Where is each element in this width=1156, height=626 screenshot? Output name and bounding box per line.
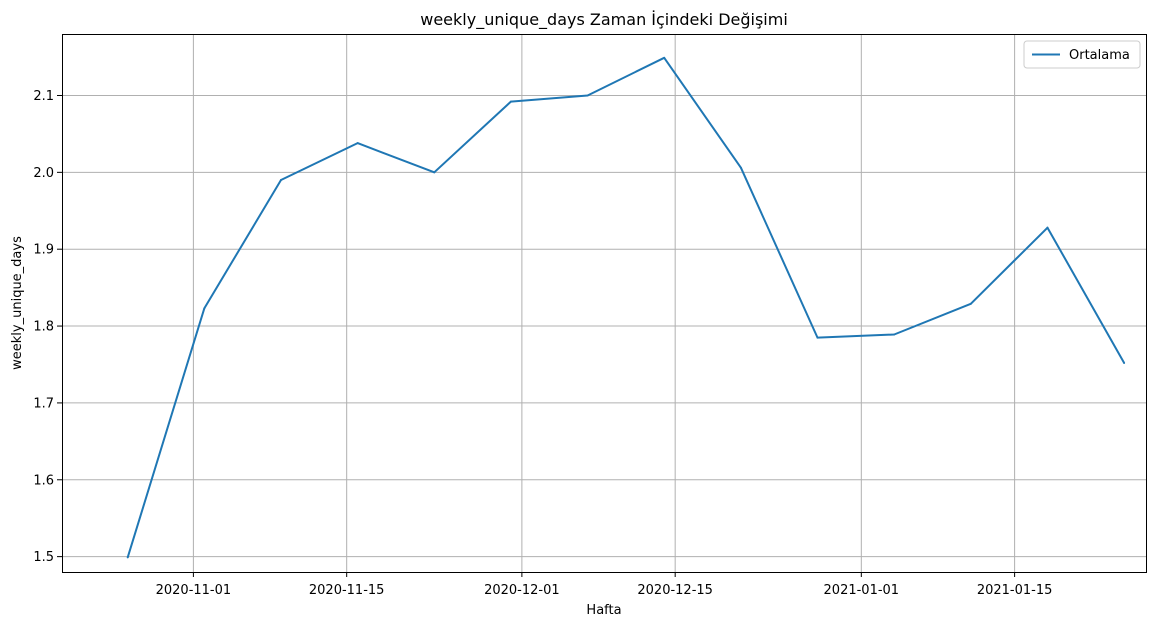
data-point: [1046, 226, 1049, 229]
data-point: [739, 166, 742, 169]
data-point: [433, 171, 436, 174]
x-tick-label: 2020-12-01: [484, 583, 560, 598]
y-tick-label: 2.0: [33, 166, 54, 181]
data-point: [356, 142, 359, 145]
data-point: [509, 100, 512, 103]
y-axis-label: weekly_unique_days: [10, 236, 25, 370]
data-point: [816, 336, 819, 339]
data-point: [203, 307, 206, 310]
data-point: [279, 179, 282, 182]
legend: Ortalama: [1023, 40, 1141, 69]
x-tick-label: 2020-12-15: [637, 583, 713, 598]
data-point: [893, 333, 896, 336]
x-axis-label: Hafta: [586, 603, 621, 618]
y-tick-label: 1.5: [33, 550, 54, 565]
data-point: [1123, 361, 1126, 364]
series-layer: [126, 56, 1126, 559]
x-tick-label: 2021-01-01: [824, 583, 900, 598]
y-tick-label: 2.1: [33, 89, 54, 104]
y-axis-ticks: 1.5 1.6 1.7 1.8 1.9 2.0 2.1: [33, 89, 62, 565]
plot-frame: [62, 34, 1147, 573]
x-tick-label: 2020-11-15: [309, 583, 385, 598]
data-point: [663, 56, 666, 59]
chart-title: weekly_unique_days Zaman İçindeki Değişi…: [420, 10, 788, 30]
x-tick-label: 2021-01-15: [977, 583, 1053, 598]
data-point: [586, 94, 589, 97]
legend-label-ortalama: Ortalama: [1069, 48, 1130, 63]
legend-frame: [1023, 40, 1141, 69]
y-tick-label: 1.9: [33, 243, 54, 258]
y-tick-label: 1.8: [33, 320, 54, 335]
x-axis-ticks: 2020-11-01 2020-11-15 2020-12-01 2020-12-15…: [156, 572, 1053, 598]
data-point: [969, 302, 972, 305]
x-tick-label: 2020-11-01: [156, 583, 232, 598]
grid-lines: [62, 34, 1146, 572]
series-line-ortalama: [126, 56, 1125, 558]
y-tick-label: 1.6: [33, 473, 54, 488]
data-point: [126, 556, 129, 559]
y-tick-label: 1.7: [33, 396, 54, 411]
